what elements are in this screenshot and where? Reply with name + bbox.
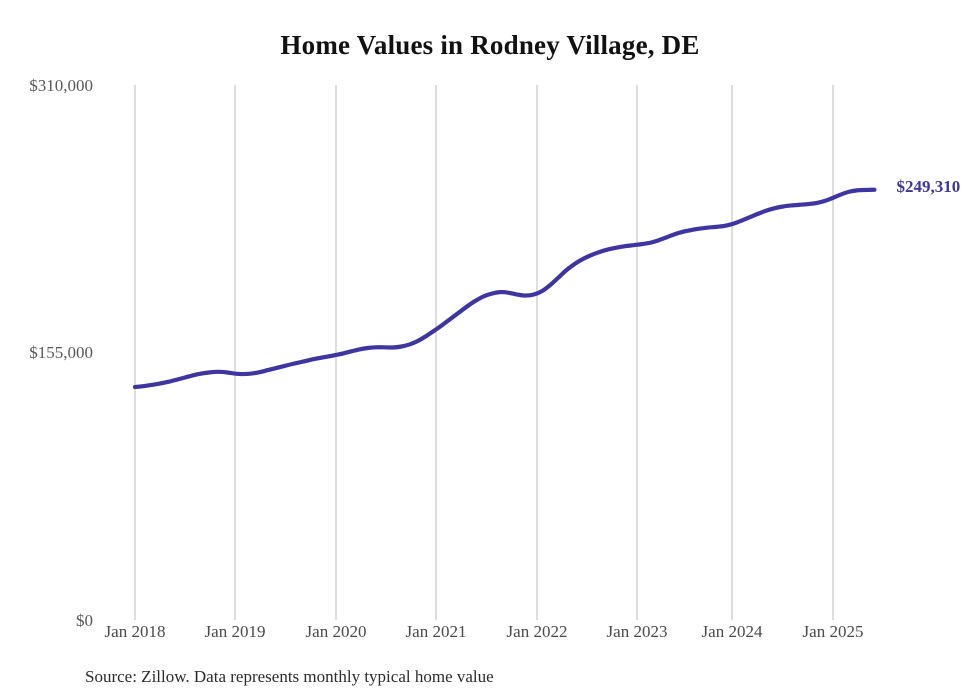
x-axis-tick-jan-2025: Jan 2025 bbox=[802, 622, 864, 641]
data-series-line bbox=[132, 187, 877, 390]
y-axis-tick-mid: $155,000 bbox=[29, 343, 93, 362]
y-axis-tick-bottom: $0 bbox=[76, 611, 93, 630]
page-title: Home Values in Rodney Village, DE bbox=[280, 30, 700, 60]
y-axis-tick-top: $310,000 bbox=[29, 76, 93, 95]
x-axis-tick-jan-2021: Jan 2021 bbox=[405, 622, 467, 641]
gridlines bbox=[134, 85, 834, 620]
source-note: Source: Zillow. Data represents monthly … bbox=[85, 667, 494, 686]
x-axis-tick-jan-2019: Jan 2019 bbox=[204, 622, 266, 641]
x-axis-tick-jan-2022: Jan 2022 bbox=[506, 622, 568, 641]
x-axis-tick-jan-2018: Jan 2018 bbox=[104, 622, 166, 641]
x-axis-tick-jan-2023: Jan 2023 bbox=[606, 622, 668, 641]
x-axis-tick-jan-2024: Jan 2024 bbox=[701, 622, 763, 641]
x-axis-tick-jan-2020: Jan 2020 bbox=[305, 622, 367, 641]
end-value-annotation: $249,310 bbox=[896, 176, 961, 196]
